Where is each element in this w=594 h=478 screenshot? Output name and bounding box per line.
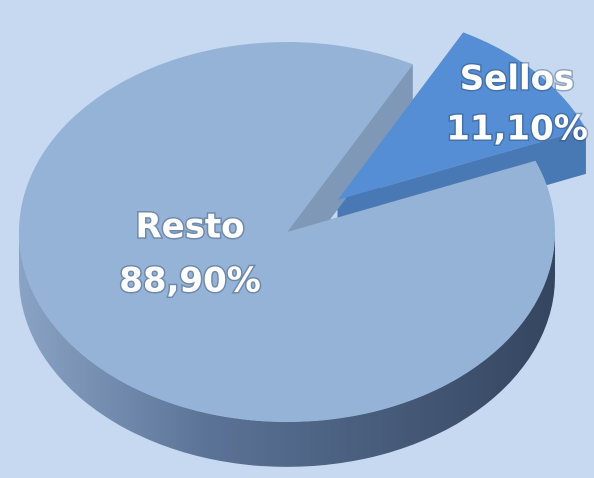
slice-label: Resto: [135, 207, 244, 247]
slice-value-label: 11,10%: [446, 109, 588, 149]
slice-label: Sellos: [460, 59, 574, 99]
slice-side: [19, 232, 555, 467]
slice: [18, 41, 555, 422]
pie: [18, 32, 586, 467]
slice-value-label: 88,90%: [119, 261, 261, 301]
slice: [337, 32, 586, 201]
